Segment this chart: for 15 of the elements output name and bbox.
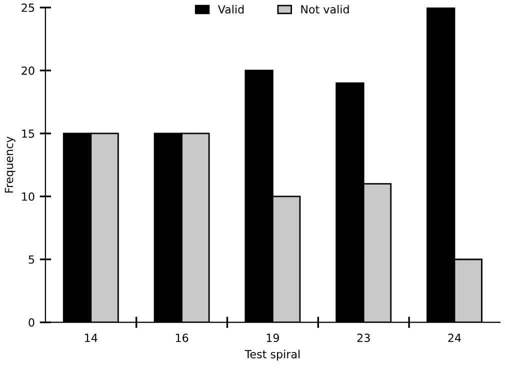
x-tick-label: 19: [266, 334, 279, 342]
x-axis-title: Test spiral: [244, 350, 300, 361]
x-tick-label: 24: [448, 334, 461, 342]
y-tick-label: 25: [22, 4, 34, 12]
y-axis-title: Frequency: [4, 136, 16, 193]
y-tick-label: 15: [22, 130, 34, 138]
y-tick-label: 10: [22, 192, 34, 201]
x-tick-label: 23: [357, 334, 370, 342]
x-tick-label: 16: [176, 334, 188, 342]
y-tick-label: 0: [28, 318, 34, 327]
x-tick-label: 14: [85, 334, 98, 342]
legend-label: Not valid: [301, 4, 349, 14]
y-tick-label: 20: [22, 66, 34, 75]
y-tick-label: 5: [28, 255, 34, 264]
legend-label: Valid: [218, 4, 244, 14]
